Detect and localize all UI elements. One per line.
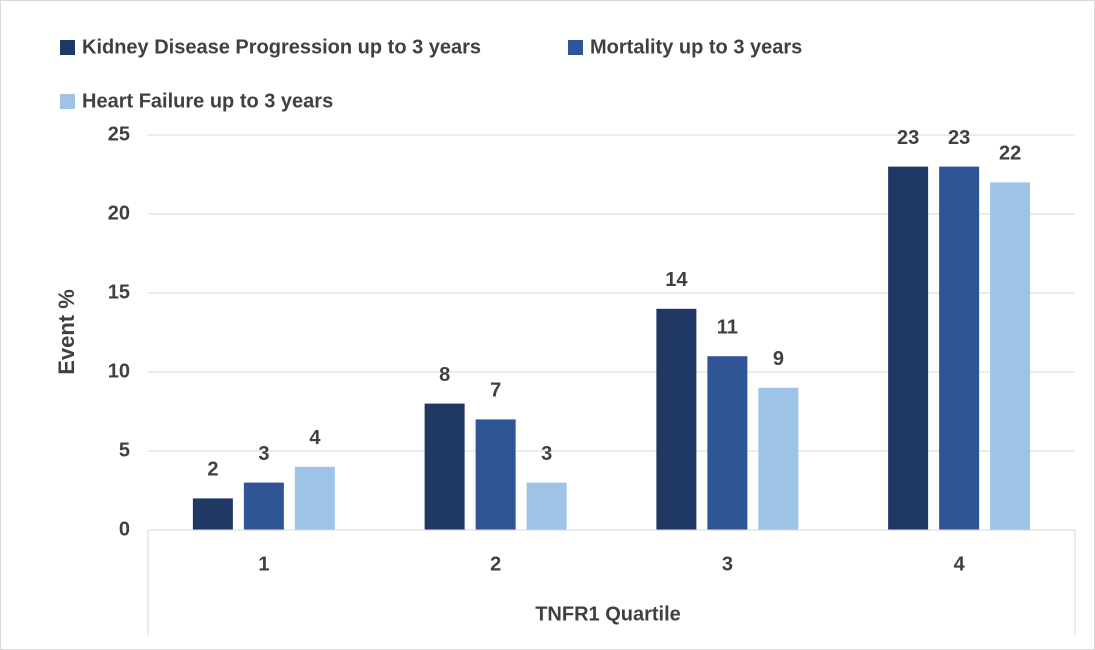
x-tick-label: 1 [258,553,269,575]
legend-label: Kidney Disease Progression up to 3 years [82,36,481,58]
data-label: 11 [717,316,738,338]
data-label: 7 [490,380,501,402]
x-tick-label: 3 [722,553,733,575]
bar [990,182,1031,530]
data-label: 9 [773,348,784,370]
data-label: 8 [439,364,450,386]
y-tick-label: 20 [108,202,130,224]
legend-swatch [60,40,75,55]
bar [888,166,929,530]
data-label: 23 [897,127,919,149]
data-label: 4 [309,427,321,449]
data-label: 22 [999,143,1021,165]
data-label: 2 [207,459,218,481]
bar [192,498,233,530]
legend-swatch [60,94,75,109]
y-tick-label: 10 [108,360,130,382]
bar [656,308,697,530]
x-tick-label: 2 [490,553,501,575]
bar [526,482,567,530]
bar [294,466,335,530]
bar [939,166,980,530]
bar [475,419,516,530]
legend-label: Mortality up to 3 years [590,36,802,58]
x-axis-title: TNFR1 Quartile [535,603,681,625]
bar [707,356,748,530]
legend-swatch [568,40,583,55]
legend-label: Heart Failure up to 3 years [82,90,333,112]
bar [243,482,284,530]
data-label: 14 [665,269,688,291]
x-tick-label: 4 [954,553,966,575]
bar [424,403,465,530]
y-tick-label: 5 [119,439,130,461]
data-label: 3 [258,443,269,465]
data-label: 3 [541,443,552,465]
data-label: 23 [948,127,970,149]
y-tick-label: 0 [119,518,130,540]
bar [758,387,799,530]
y-tick-label: 15 [108,281,130,303]
y-axis-title: Event % [54,289,79,375]
y-tick-label: 25 [108,123,130,145]
